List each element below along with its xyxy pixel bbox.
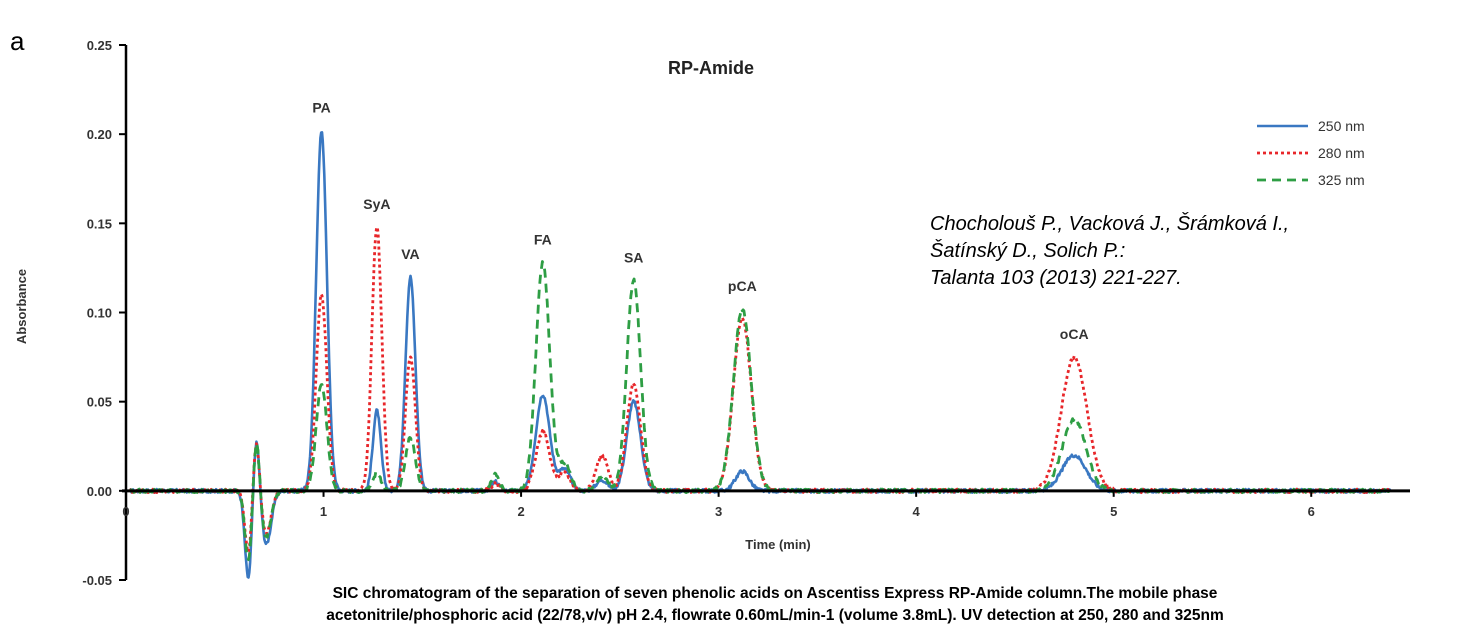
x-tick-label: 5 (1110, 504, 1117, 519)
y-tick-label: 0.00 (87, 484, 112, 499)
x-tick-label: 6 (1308, 504, 1315, 519)
peak-label-FA: FA (534, 232, 552, 248)
citation: Chocholouš P., Vacková J., Šrámková I., … (930, 211, 1430, 292)
legend-label-325-nm: 325 nm (1318, 172, 1365, 188)
caption-line-2: acetonitrile/phosphoric acid (22/78,v/v)… (326, 607, 1224, 624)
peak-label-oCA: oCA (1060, 326, 1089, 342)
x-tick-label: 0 (122, 504, 129, 519)
x-tick-label: 2 (517, 504, 524, 519)
y-axis-title: Absorbance (14, 269, 29, 344)
panel-letter: a (10, 26, 25, 56)
x-axis-title: Time (min) (745, 537, 811, 552)
y-tick-label: 0.10 (87, 306, 112, 321)
peak-label-pCA: pCA (728, 278, 757, 294)
x-tick-label: 4 (913, 504, 921, 519)
peak-label-SA: SA (624, 249, 643, 265)
y-tick-label: 0.20 (87, 127, 112, 142)
x-tick-label: 1 (320, 504, 327, 519)
citation-line-1: Chocholouš P., Vacková J., Šrámková I., (930, 213, 1290, 235)
y-tick-label: 0.15 (87, 216, 112, 231)
x-tick-label: 3 (715, 504, 722, 519)
peak-label-layer: PA SyA VA FA SA pCA oCA (312, 100, 1088, 342)
citation-line-3: Talanta 103 (2013) 221-227. (930, 267, 1182, 289)
peak-label-SyA: SyA (363, 196, 390, 212)
chart-title: RP-Amide (668, 58, 754, 78)
y-tick-label: 0.25 (87, 38, 112, 53)
peak-label-VA: VA (401, 246, 419, 262)
legend-label-250-nm: 250 nm (1318, 118, 1365, 134)
peak-label-PA: PA (312, 100, 330, 116)
y-tick-label: 0.05 (87, 395, 112, 410)
axes-layer: -0.05 0.00 0.05 0.10 0.15 0.20 0.25 0 1 2 3 4 5 6 Time… (14, 38, 1410, 588)
legend-label-280-nm: 280 nm (1318, 145, 1365, 161)
figure-caption: SIC chromatogram of the separation of se… (150, 583, 1400, 627)
caption-line-1: SIC chromatogram of the separation of se… (332, 585, 1218, 602)
citation-line-2: Šatínský D., Solich P.: (930, 240, 1126, 262)
y-tick-label: -0.05 (82, 573, 112, 588)
legend: 250 nm 280 nm 325 nm (1257, 118, 1365, 188)
